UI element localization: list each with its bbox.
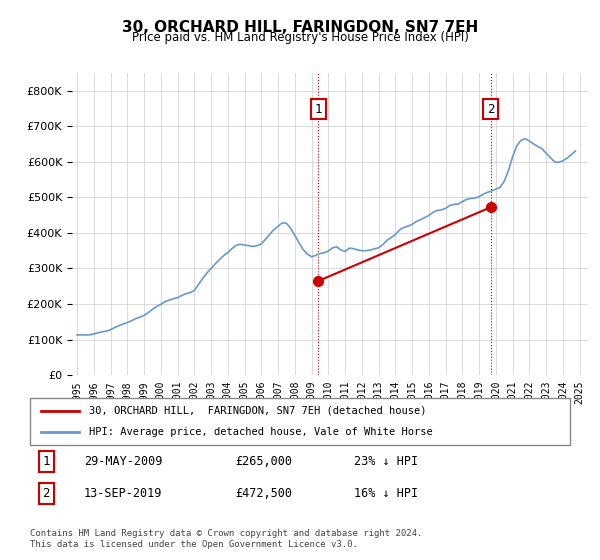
Text: Contains HM Land Registry data © Crown copyright and database right 2024.
This d: Contains HM Land Registry data © Crown c… <box>30 529 422 549</box>
Text: 2: 2 <box>487 102 495 115</box>
Text: 1: 1 <box>43 455 50 468</box>
Text: 29-MAY-2009: 29-MAY-2009 <box>84 455 163 468</box>
FancyBboxPatch shape <box>30 398 570 445</box>
Text: Price paid vs. HM Land Registry's House Price Index (HPI): Price paid vs. HM Land Registry's House … <box>131 31 469 44</box>
Text: 30, ORCHARD HILL, FARINGDON, SN7 7EH: 30, ORCHARD HILL, FARINGDON, SN7 7EH <box>122 20 478 35</box>
Text: 23% ↓ HPI: 23% ↓ HPI <box>354 455 418 468</box>
Text: 13-SEP-2019: 13-SEP-2019 <box>84 487 163 500</box>
Text: 1: 1 <box>314 102 322 115</box>
Text: 30, ORCHARD HILL,  FARINGDON, SN7 7EH (detached house): 30, ORCHARD HILL, FARINGDON, SN7 7EH (de… <box>89 406 427 416</box>
Text: HPI: Average price, detached house, Vale of White Horse: HPI: Average price, detached house, Vale… <box>89 427 433 437</box>
Text: £472,500: £472,500 <box>235 487 292 500</box>
Text: 2: 2 <box>43 487 50 500</box>
Text: 16% ↓ HPI: 16% ↓ HPI <box>354 487 418 500</box>
Text: £265,000: £265,000 <box>235 455 292 468</box>
